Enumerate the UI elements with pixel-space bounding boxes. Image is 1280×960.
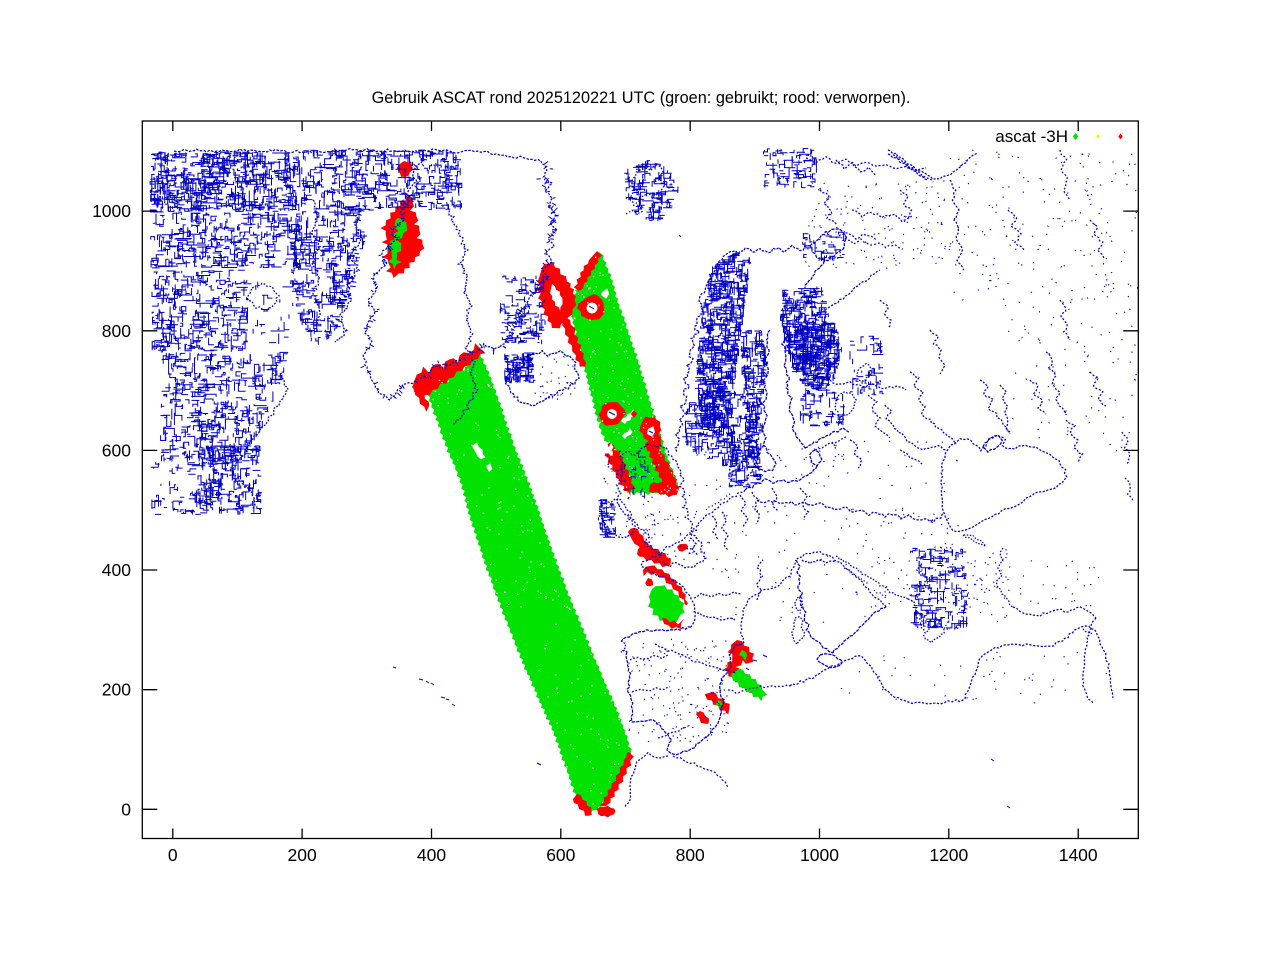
svg-text:200: 200 (102, 680, 131, 700)
svg-text:1200: 1200 (929, 845, 968, 865)
svg-text:1400: 1400 (1059, 845, 1098, 865)
svg-text:800: 800 (102, 321, 131, 341)
svg-text:800: 800 (676, 845, 705, 865)
svg-text:ascat -3H: ascat -3H (995, 127, 1068, 146)
svg-text:0: 0 (121, 799, 131, 819)
svg-text:400: 400 (417, 845, 446, 865)
svg-text:1000: 1000 (800, 845, 839, 865)
svg-text:600: 600 (102, 440, 131, 460)
svg-text:600: 600 (546, 845, 575, 865)
svg-text:200: 200 (287, 845, 316, 865)
svg-text:1000: 1000 (92, 201, 131, 221)
svg-text:0: 0 (168, 845, 178, 865)
svg-text:400: 400 (102, 560, 131, 580)
svg-text:Gebruik ASCAT rond 2025120221: Gebruik ASCAT rond 2025120221 UTC (groen… (372, 89, 911, 107)
